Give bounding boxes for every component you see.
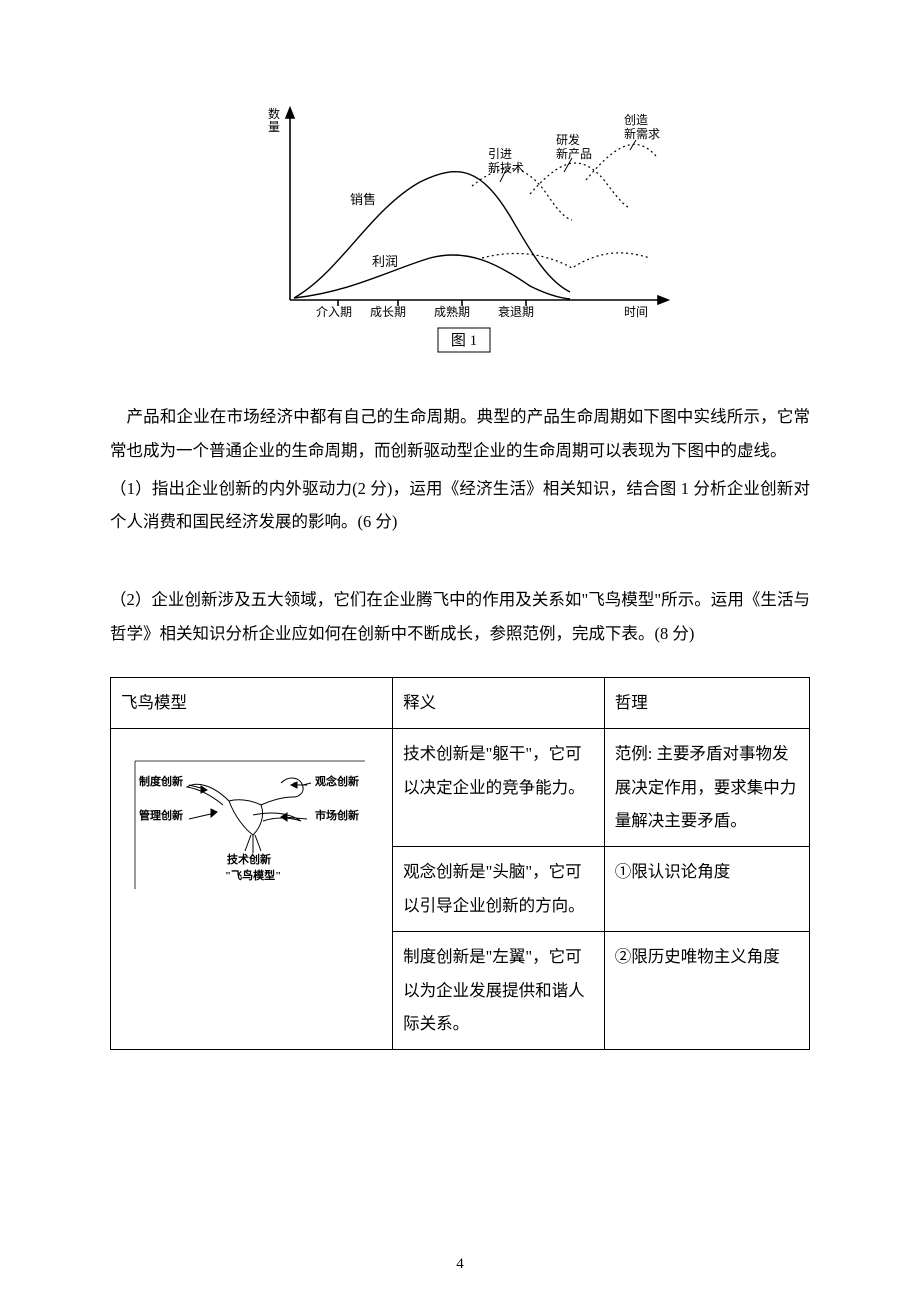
- chart-svg: 数量 介入期 成长期 成熟期 衰退期 时间: [220, 100, 700, 360]
- profit-curve: [294, 255, 570, 299]
- sales-curve: [294, 172, 570, 298]
- cell-def-1: 观念创新是"头脑"，它可以引导企业创新的方向。: [393, 847, 605, 932]
- cell-bird-diagram: 制度创新 管理创新 观念创新 市场创新 技术创新 "飞鸟模型": [111, 728, 393, 1050]
- chart-caption: 图 1: [451, 332, 477, 349]
- th-def: 释义: [393, 677, 605, 728]
- cell-def-0: 技术创新是"躯干"，它可以决定企业的竞争能力。: [393, 728, 605, 846]
- svg-text:创造新需求: 创造新需求: [624, 113, 660, 141]
- xtick-0: 介入期: [316, 305, 352, 319]
- xtick-1: 成长期: [370, 305, 406, 319]
- question-1: （1）指出企业创新的内外驱动力(2 分)，运用《经济生活》相关知识，结合图 1 …: [110, 472, 810, 540]
- axes: [286, 108, 668, 306]
- question-2: （2）企业创新涉及五大领域，它们在企业腾飞中的作用及关系如"飞鸟模型"所示。运用…: [110, 583, 810, 651]
- cell-phil-2: ②限历史唯物主义角度: [604, 931, 809, 1049]
- node-jishu: 技术创新: [227, 852, 271, 866]
- y-axis-label: 数量: [268, 106, 280, 134]
- spacer: [110, 543, 810, 579]
- cell-def-2: 制度创新是"左翼"，它可以为企业发展提供和谐人际关系。: [393, 931, 605, 1049]
- paragraph-intro: 产品和企业在市场经济中都有自己的生命周期。典型的产品生命周期如下图中实线所示，它…: [110, 400, 810, 468]
- svg-text:研发新产品: 研发新产品: [556, 132, 592, 161]
- profit-label: 利润: [372, 254, 398, 269]
- x-axis-label: 时间: [624, 305, 648, 319]
- cell-phil-1: ①限认识论角度: [604, 847, 809, 932]
- node-guanli: 管理创新: [139, 808, 183, 822]
- lifecycle-chart: 数量 介入期 成长期 成熟期 衰退期 时间: [110, 100, 810, 360]
- table-row: 制度创新 管理创新 观念创新 市场创新 技术创新 "飞鸟模型" 技术创新是"躯干…: [111, 728, 810, 846]
- node-zhidu: 制度创新: [139, 774, 183, 788]
- cell-phil-0: 范例: 主要矛盾对事物发展决定作用，要求集中力量解决主要矛盾。: [604, 728, 809, 846]
- sales-label: 销售: [350, 192, 376, 207]
- node-guannian: 观念创新: [315, 774, 359, 788]
- dotted-hump-3: [586, 144, 656, 180]
- dotted-hump-2: [530, 163, 630, 208]
- th-phil: 哲理: [604, 677, 809, 728]
- page-number: 4: [0, 1249, 920, 1280]
- dotted-profit: [482, 253, 650, 268]
- node-shichang: 市场创新: [315, 808, 359, 822]
- th-model: 飞鸟模型: [111, 677, 393, 728]
- xtick-2: 成熟期: [434, 304, 470, 319]
- bird-svg: 制度创新 管理创新 观念创新 市场创新 技术创新 "飞鸟模型": [133, 755, 371, 895]
- annotations: 引进新技术 研发新产品 创造新需求: [488, 113, 660, 182]
- dotted-hump-1: [472, 169, 572, 221]
- table-header-row: 飞鸟模型 释义 哲理: [111, 677, 810, 728]
- xtick-3: 衰退期: [498, 304, 534, 319]
- bird-title: "飞鸟模型": [225, 868, 281, 882]
- bird-table: 飞鸟模型 释义 哲理: [110, 677, 810, 1050]
- page: 数量 介入期 成长期 成熟期 衰退期 时间: [0, 0, 920, 1302]
